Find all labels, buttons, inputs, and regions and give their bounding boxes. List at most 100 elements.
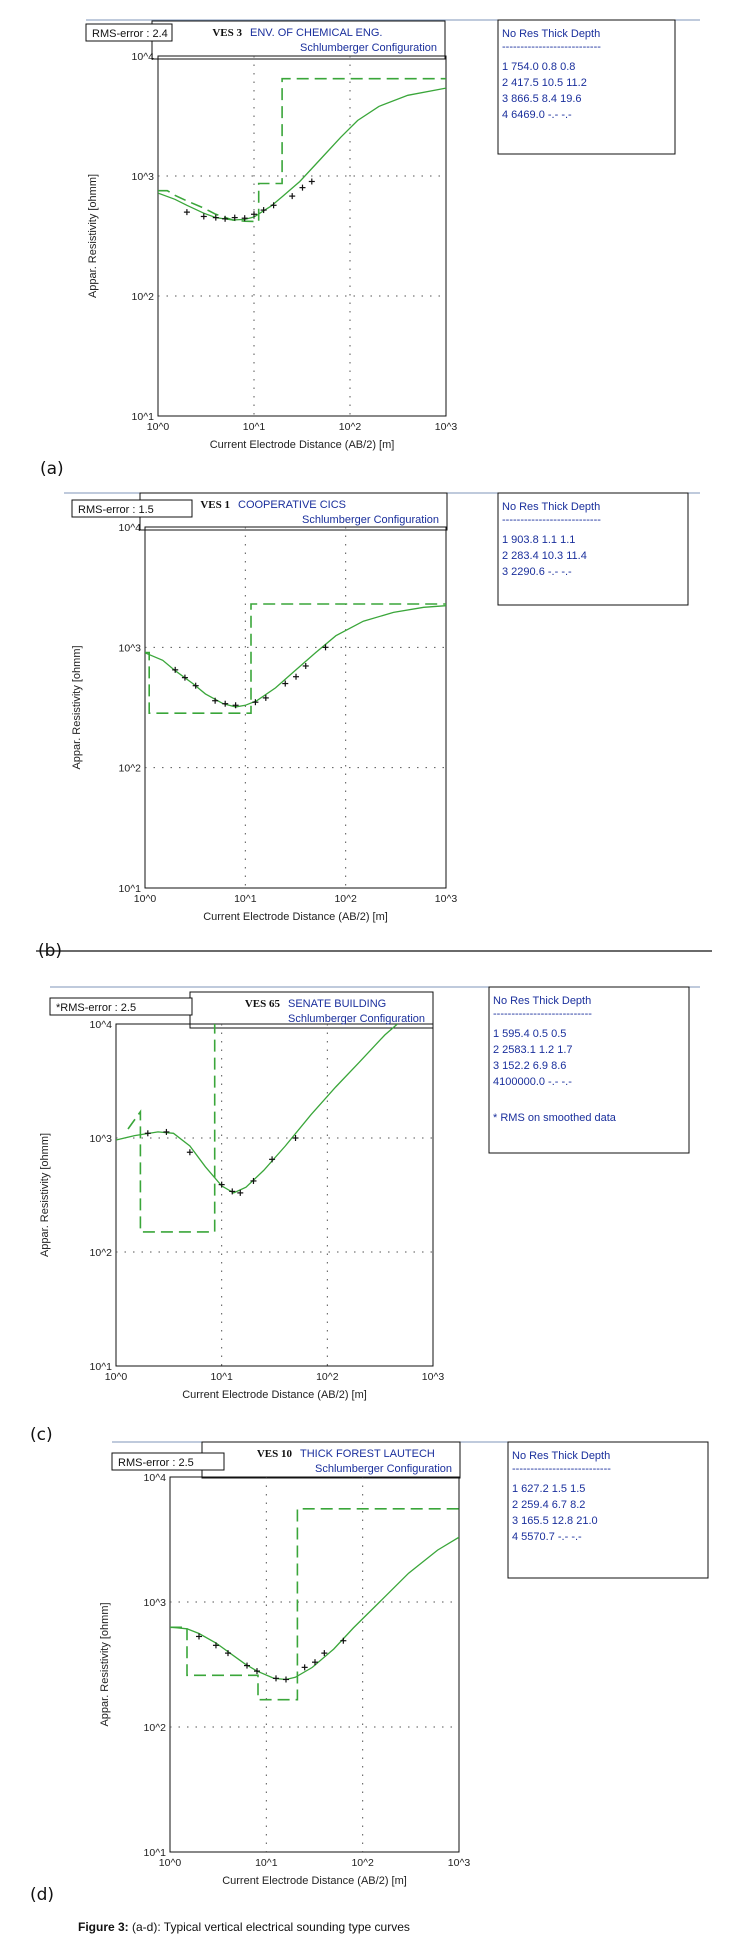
rms-box — [85, 23, 173, 42]
ves-label: VES 10 — [257, 1448, 293, 1460]
table-row: 4 5570.7 -.- -.- — [512, 1531, 582, 1543]
y-tick-label: 10^2 — [90, 1247, 113, 1259]
config-label: Schlumberger Configuration — [288, 1013, 425, 1025]
ves-label: VES 1 — [200, 499, 230, 511]
table-row: 4100000.0 -.- -.- — [493, 1076, 572, 1088]
model-curve — [145, 605, 446, 708]
y-axis-label: Appar. Resistivity [ohmm] — [87, 174, 99, 298]
x-axis-label: Current Electrode Distance (AB/2) [m] — [203, 911, 388, 923]
table-header: No Res Thick Depth — [502, 501, 600, 513]
x-tick-label: 10^2 — [316, 1371, 339, 1383]
table-rule: --------------------------- — [493, 1008, 592, 1020]
data-point — [229, 1188, 236, 1195]
ves-label: VES 65 — [245, 998, 281, 1010]
table-row: 4 6469.0 -.- -.- — [502, 109, 572, 121]
table-rule: --------------------------- — [502, 514, 601, 526]
chart-c: 10^0 10^1 10^2 10^310^410^310^210^1Current … — [30, 986, 700, 1445]
data-point — [212, 1642, 219, 1649]
table-row: 2 2583.1 1.2 1.7 — [493, 1044, 573, 1056]
data-point — [253, 1668, 260, 1675]
x-axis-label: Current Electrode Distance (AB/2) [m] — [210, 439, 395, 451]
table-rule: --------------------------- — [502, 41, 601, 53]
data-point — [282, 1676, 289, 1683]
data-point — [340, 1637, 347, 1644]
layer-model-line — [170, 1508, 459, 1701]
panel-label: (d) — [30, 1885, 54, 1905]
rms-error: RMS-error : 2.4 — [92, 28, 168, 40]
ves-label: VES 3 — [212, 27, 242, 39]
data-point — [273, 1675, 280, 1682]
panel-label: (b) — [38, 941, 62, 961]
table-note: * RMS on smoothed data — [493, 1112, 617, 1124]
model-curve — [170, 1536, 459, 1681]
layer-table — [497, 492, 689, 606]
data-point — [322, 644, 329, 651]
data-point — [311, 1659, 318, 1666]
data-point — [244, 1662, 251, 1669]
x-tick-label: 10^2 — [351, 1857, 374, 1869]
data-point — [270, 202, 277, 209]
x-tick-label: 10^3 — [435, 893, 458, 905]
data-point — [212, 697, 219, 704]
plot-area — [158, 77, 446, 223]
config-label: Schlumberger Configuration — [300, 42, 437, 54]
y-tick-label: 10^1 — [90, 1361, 113, 1373]
x-tick-label: 10^2 — [334, 893, 357, 905]
data-point — [260, 207, 267, 214]
x-tick-label: 10^2 — [339, 421, 362, 433]
data-point — [321, 1650, 328, 1657]
y-tick-label: 10^4 — [144, 1472, 167, 1484]
y-tick-label: 10^1 — [119, 883, 142, 895]
plot-area — [116, 1024, 398, 1233]
model-curve — [158, 87, 446, 221]
layer-table — [488, 986, 690, 1154]
table-header: No Res Thick Depth — [512, 1450, 610, 1462]
y-tick-label: 10^1 — [132, 411, 155, 423]
plot-frame — [115, 1023, 434, 1367]
data-point — [282, 680, 289, 687]
chart-d: 10^0 10^1 10^2 10^310^410^310^210^1Current … — [30, 1441, 709, 1905]
layer-model-line — [127, 1024, 216, 1233]
y-tick-label: 10^2 — [119, 763, 142, 775]
panel-label: (a) — [40, 459, 64, 479]
data-point — [250, 1177, 257, 1184]
data-point — [218, 1181, 225, 1188]
data-point — [293, 673, 300, 680]
y-tick-label: 10^3 — [119, 642, 142, 654]
table-row: 2 259.4 6.7 8.2 — [512, 1499, 585, 1511]
chart-b: 10^0 10^1 10^2 10^310^410^310^210^1Current … — [36, 492, 712, 961]
plot-frame — [157, 55, 447, 417]
x-tick-label: 10^0 — [134, 893, 157, 905]
x-tick-label: 10^0 — [147, 421, 170, 433]
y-tick-label: 10^3 — [144, 1597, 167, 1609]
chart-a: 10^0 10^1 10^2 10^310^410^310^210^1Current … — [40, 19, 700, 479]
data-point — [195, 1633, 202, 1640]
table-header: No Res Thick Depth — [502, 28, 600, 40]
y-tick-label: 10^4 — [90, 1019, 113, 1031]
data-point — [181, 674, 188, 681]
rms-box — [49, 997, 193, 1016]
data-point — [308, 178, 315, 185]
x-tick-label: 10^3 — [448, 1857, 471, 1869]
x-tick-label: 10^1 — [243, 421, 266, 433]
y-tick-label: 10^2 — [144, 1722, 167, 1734]
rms-error: *RMS-error : 2.5 — [56, 1002, 136, 1014]
caption-label: Figure 3: — [78, 1920, 129, 1934]
table-row: 1 903.8 1.1 1.1 — [502, 534, 575, 546]
layer-model-line — [145, 603, 446, 715]
data-point — [302, 662, 309, 669]
data-point — [232, 702, 239, 709]
model-curve — [116, 1024, 398, 1194]
x-axis-label: Current Electrode Distance (AB/2) [m] — [222, 1875, 407, 1887]
data-point — [251, 211, 257, 218]
data-point — [222, 215, 229, 222]
site-name: ENV. OF CHEMICAL ENG. — [250, 27, 382, 39]
data-point — [301, 1664, 308, 1671]
y-tick-label: 10^2 — [132, 291, 155, 303]
table-row: 3 165.5 12.8 21.0 — [512, 1515, 598, 1527]
data-point — [222, 700, 229, 707]
table-header: No Res Thick Depth — [493, 995, 591, 1007]
plot-area — [145, 603, 446, 715]
data-point — [292, 1135, 299, 1141]
data-point — [224, 1650, 231, 1657]
